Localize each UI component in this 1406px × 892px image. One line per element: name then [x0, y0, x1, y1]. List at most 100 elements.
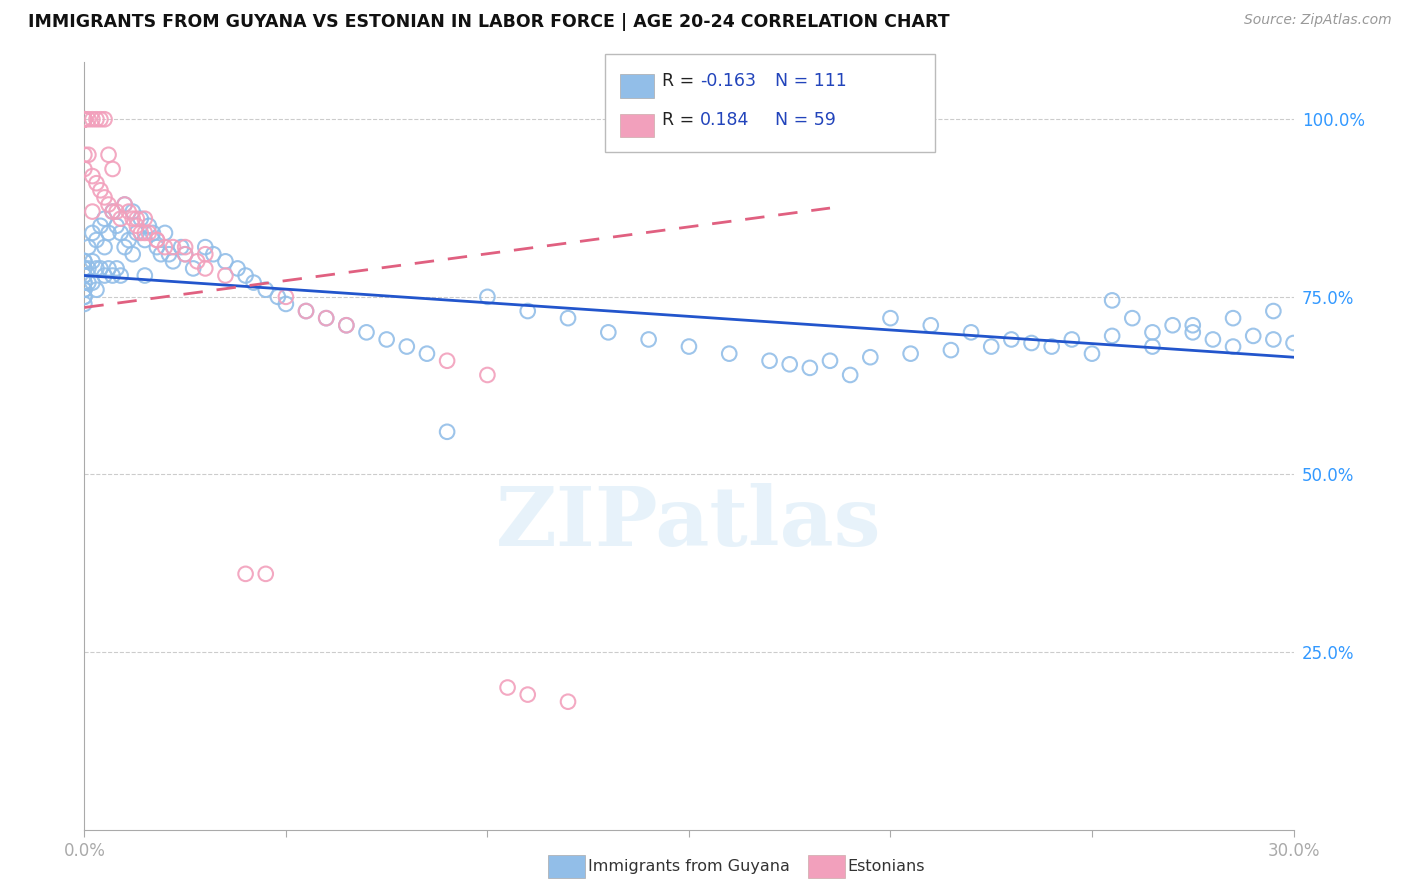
Point — [637, 333, 659, 347]
Point — [73, 112, 96, 127]
Point — [980, 340, 1002, 354]
Point — [110, 211, 132, 226]
Point — [557, 695, 579, 709]
Point — [1142, 340, 1164, 354]
Point — [416, 346, 439, 360]
Point — [86, 283, 108, 297]
Point — [315, 311, 337, 326]
Text: -0.163: -0.163 — [700, 72, 756, 90]
Point — [77, 112, 100, 127]
Point — [758, 353, 780, 368]
Point — [110, 268, 132, 283]
Point — [1081, 346, 1104, 360]
Point — [77, 261, 100, 276]
Point — [146, 233, 169, 247]
Point — [82, 169, 104, 183]
Point — [86, 233, 108, 247]
Point — [73, 290, 96, 304]
Point — [73, 268, 96, 283]
Point — [818, 353, 841, 368]
Text: Immigrants from Guyana: Immigrants from Guyana — [588, 859, 790, 873]
Point — [235, 268, 257, 283]
Point — [162, 254, 184, 268]
Point — [153, 226, 176, 240]
Point — [97, 226, 120, 240]
Point — [335, 318, 357, 333]
Point — [375, 333, 398, 347]
Point — [142, 226, 165, 240]
Text: N = 111: N = 111 — [775, 72, 846, 90]
Point — [86, 176, 108, 190]
Point — [73, 161, 96, 176]
Point — [1101, 293, 1123, 308]
Point — [1222, 311, 1244, 326]
Point — [73, 112, 96, 127]
Point — [89, 112, 111, 127]
Point — [82, 112, 104, 127]
Point — [73, 268, 96, 283]
Point — [242, 276, 264, 290]
Point — [315, 311, 337, 326]
Point — [194, 240, 217, 254]
Point — [73, 254, 96, 268]
Text: ZIPatlas: ZIPatlas — [496, 483, 882, 563]
Point — [153, 240, 176, 254]
Point — [146, 240, 169, 254]
Text: 0.184: 0.184 — [700, 112, 749, 129]
Point — [134, 233, 156, 247]
Point — [101, 161, 124, 176]
Point — [86, 112, 108, 127]
Point — [149, 247, 172, 261]
Point — [1263, 304, 1285, 318]
Point — [125, 219, 148, 233]
Point — [73, 276, 96, 290]
Point — [89, 183, 111, 197]
Text: Estonians: Estonians — [848, 859, 925, 873]
Point — [73, 112, 96, 127]
Point — [73, 261, 96, 276]
Point — [170, 240, 193, 254]
Point — [105, 219, 128, 233]
Point — [900, 346, 922, 360]
Point — [799, 360, 821, 375]
Point — [125, 226, 148, 240]
Text: IMMIGRANTS FROM GUYANA VS ESTONIAN IN LABOR FORCE | AGE 20-24 CORRELATION CHART: IMMIGRANTS FROM GUYANA VS ESTONIAN IN LA… — [28, 13, 949, 31]
Point — [93, 240, 115, 254]
Text: R =: R = — [662, 72, 700, 90]
Point — [839, 368, 862, 382]
Point — [496, 681, 519, 695]
Point — [181, 261, 204, 276]
Point — [97, 148, 120, 162]
Point — [73, 283, 96, 297]
Point — [73, 261, 96, 276]
Point — [254, 283, 277, 297]
Point — [779, 357, 801, 371]
Point — [1060, 333, 1083, 347]
Point — [477, 368, 499, 382]
Point — [162, 240, 184, 254]
Point — [129, 226, 152, 240]
Text: N = 59: N = 59 — [775, 112, 835, 129]
Point — [477, 290, 499, 304]
Point — [114, 197, 136, 211]
Point — [1021, 336, 1043, 351]
Point — [77, 240, 100, 254]
Point — [1000, 333, 1022, 347]
Point — [73, 112, 96, 127]
Point — [274, 297, 297, 311]
Point — [73, 290, 96, 304]
Point — [879, 311, 901, 326]
Point — [121, 247, 143, 261]
Point — [194, 261, 217, 276]
Point — [73, 112, 96, 127]
Point — [516, 304, 538, 318]
Point — [267, 290, 290, 304]
Point — [89, 219, 111, 233]
Point — [254, 566, 277, 581]
Point — [214, 268, 236, 283]
Point — [214, 254, 236, 268]
Point — [101, 268, 124, 283]
Point — [73, 112, 96, 127]
Point — [73, 112, 96, 127]
Point — [73, 112, 96, 127]
